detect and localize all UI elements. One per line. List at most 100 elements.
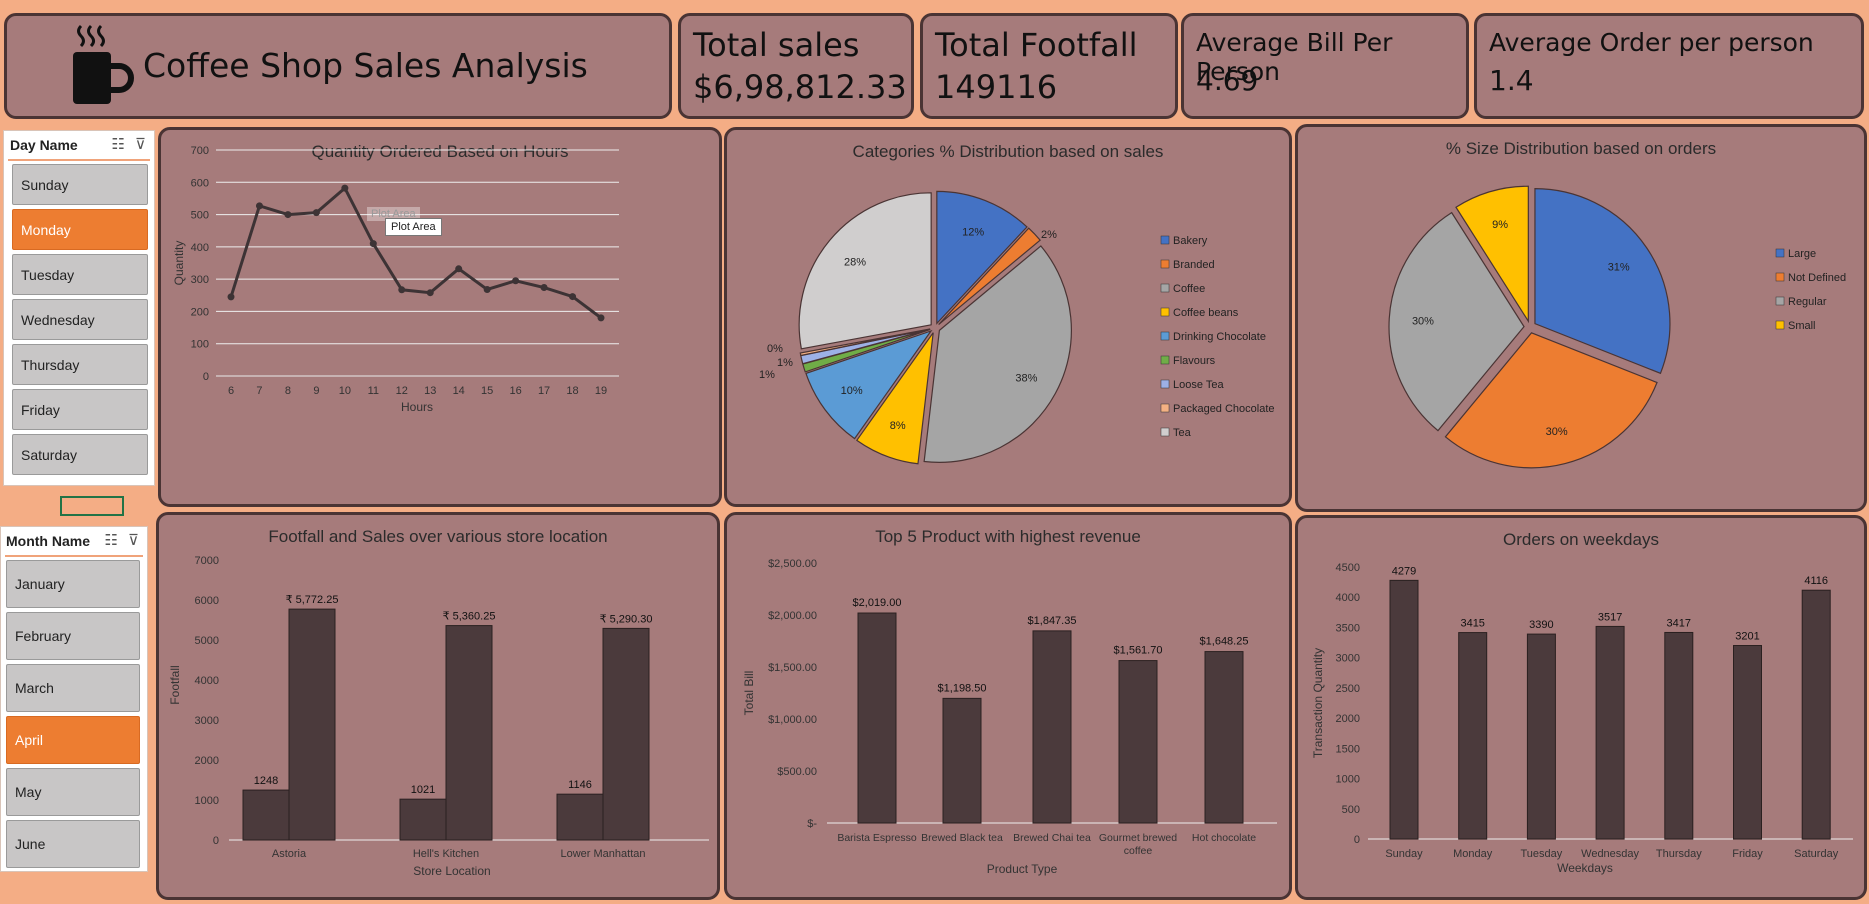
selected-cell[interactable]	[60, 496, 124, 516]
x-tick-label: 9	[313, 385, 319, 397]
bar	[445, 625, 493, 841]
legend-label: Drinking Chocolate	[1173, 331, 1266, 343]
line-point	[512, 277, 520, 285]
slicer-item-may[interactable]: May	[6, 768, 140, 816]
y-tick-label: 3500	[1336, 622, 1360, 634]
bar-data-label: 4279	[1392, 565, 1416, 577]
pie-data-label: 10%	[841, 385, 863, 397]
slicer-item-june[interactable]: June	[6, 820, 140, 868]
y-tick-label: 4500	[1336, 562, 1360, 574]
slicer-item-tuesday[interactable]: Tuesday	[12, 254, 148, 295]
line-point	[426, 289, 434, 297]
legend-swatch	[1160, 403, 1170, 413]
slicer-item-march[interactable]: March	[6, 664, 140, 712]
hours-line-chart[interactable]: 0 100 200 300 400 500 600 700 6 7 8 9 10 11 12 13 14 15 16…	[161, 130, 719, 504]
bar	[1389, 579, 1419, 840]
legend-label: Not Defined	[1788, 272, 1846, 284]
products-bar-chart[interactable]: $- $500.00 $1,000.00 $1,500.00 $2,000.00 $2,5…	[727, 515, 1289, 897]
clear-filter-icon[interactable]: ⊽	[128, 532, 139, 549]
sizes-pie-chart[interactable]: 31% 30% 30% 9% Large Not Defined Regular Small	[1298, 127, 1864, 509]
line-point	[341, 184, 349, 192]
y-tick-label: 0	[1354, 834, 1360, 846]
x-tick-label: Gourmet brewed	[1099, 832, 1177, 844]
pie-slice	[1388, 211, 1525, 432]
stores-bar-chart[interactable]: 0 1000 2000 3000 4000 5000 6000 7000 1248 ₹ 5,772…	[159, 515, 717, 897]
panel-sizes: % Size Distribution based on orders 31% 3…	[1295, 124, 1867, 512]
bar	[857, 612, 897, 824]
slicer-item-february[interactable]: February	[6, 612, 140, 660]
chart-title: Top 5 Product with highest revenue	[875, 527, 1141, 546]
legend-label: Loose Tea	[1173, 379, 1224, 391]
bar	[288, 608, 336, 841]
y-axis-label: Transaction Quantity	[1311, 648, 1325, 758]
weekdays-bar-chart[interactable]: 0 500 1000 1500 2000 2500 3000 3500 4000 4500 4279…	[1298, 518, 1864, 897]
kpi-average-order: Average Order per person 1.4	[1474, 13, 1864, 119]
line-point	[597, 314, 605, 322]
x-tick-label: 10	[339, 385, 351, 397]
pie-slice	[798, 192, 932, 350]
bar-data-label: $2,019.00	[853, 597, 902, 609]
pie-data-label: 28%	[844, 256, 866, 268]
panel-hours: Quantity Ordered Based on Hours 0 100 200 3…	[158, 127, 722, 507]
line-point	[284, 211, 292, 219]
dashboard-title: Coffee Shop Sales Analysis	[143, 46, 588, 85]
header-panel: Coffee Shop Sales Analysis	[4, 13, 672, 119]
bar	[1204, 651, 1244, 824]
slicer-item-thursday[interactable]: Thursday	[12, 344, 148, 385]
x-tick-label: Hot chocolate	[1192, 832, 1256, 844]
legend-swatch	[1160, 235, 1170, 245]
bar	[1526, 633, 1556, 840]
bar	[1801, 589, 1831, 840]
line-point	[312, 209, 320, 217]
bar-data-label: 1146	[568, 779, 592, 791]
bar	[942, 697, 982, 824]
bar	[1733, 645, 1762, 840]
y-tick-label: 700	[191, 145, 209, 157]
bar	[1595, 625, 1625, 840]
slicer-item-saturday[interactable]: Saturday	[12, 434, 148, 475]
y-tick-label: 1000	[195, 795, 219, 807]
categories-pie-chart[interactable]: 12% 2% 38% 8% 10% 1%1% 0% 28% Bakery Branded Coffe…	[727, 130, 1289, 504]
x-tick-label: Brewed Black tea	[921, 832, 1003, 844]
day-slicer: Day Name ☷ ⊽ Sunday Monday Tuesday Wedne…	[3, 130, 155, 486]
y-tick-label: $1,000.00	[768, 714, 817, 726]
slicer-item-monday[interactable]: Monday	[12, 209, 148, 250]
bar-data-label: 3201	[1735, 631, 1759, 643]
x-tick-label: Sunday	[1385, 848, 1423, 860]
slicer-item-wednesday[interactable]: Wednesday	[12, 299, 148, 340]
legend-swatch	[1775, 296, 1785, 306]
line-point	[398, 286, 406, 294]
y-tick-label: $500.00	[777, 766, 817, 778]
bar-data-label: $1,648.25	[1200, 636, 1249, 648]
y-tick-label: 7000	[195, 555, 219, 567]
y-tick-label: 4000	[1336, 592, 1360, 604]
kpi-total-sales: Total sales $6,98,812.33	[678, 13, 914, 119]
x-tick-label: Thursday	[1656, 848, 1702, 860]
y-tick-label: 4000	[195, 675, 219, 687]
legend-swatch	[1160, 259, 1170, 269]
x-tick-label: 8	[285, 385, 291, 397]
pie-data-label: 30%	[1546, 426, 1568, 438]
slicer-item-sunday[interactable]: Sunday	[12, 164, 148, 205]
slicer-divider	[5, 555, 143, 557]
multi-select-icon[interactable]: ☷	[104, 532, 118, 549]
slicer-item-january[interactable]: January	[6, 560, 140, 608]
multi-select-icon[interactable]: ☷	[111, 136, 125, 153]
tooltip-plot-area: Plot Area	[385, 218, 442, 236]
y-tick-label: 2000	[1336, 713, 1360, 725]
kpi-title: Total sales	[693, 26, 860, 64]
legend-label: Bakery	[1173, 235, 1208, 247]
slicer-item-april[interactable]: April	[6, 716, 140, 764]
bar	[556, 793, 604, 841]
x-tick-label: Hell's Kitchen	[413, 848, 479, 860]
slicer-item-friday[interactable]: Friday	[12, 389, 148, 430]
x-tick-label: 15	[481, 385, 493, 397]
line-point	[569, 293, 577, 301]
legend-label: Packaged Chocolate	[1173, 403, 1275, 415]
y-tick-label: $-	[807, 818, 817, 830]
pie-data-label: 9%	[1492, 219, 1508, 231]
kpi-value: 1.4	[1489, 64, 1534, 97]
slicer-header: Month Name	[6, 533, 90, 549]
panel-stores: Footfall and Sales over various store lo…	[156, 512, 720, 900]
clear-filter-icon[interactable]: ⊽	[135, 136, 146, 153]
